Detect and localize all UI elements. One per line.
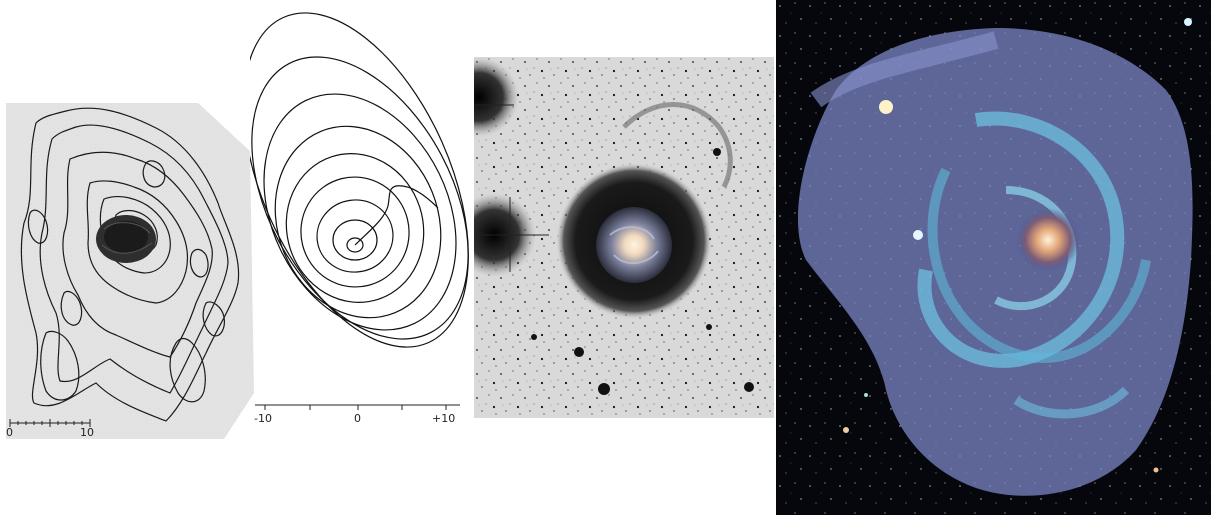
tilted-ring-plot [250, 12, 469, 410]
deep-optical-image-panel [474, 57, 774, 418]
foreground-star [913, 230, 923, 240]
scale-bar [9, 419, 91, 427]
contour-map-plot [6, 103, 254, 439]
bright-star [474, 57, 519, 137]
color-composite-panel [776, 0, 1211, 515]
line-of-nodes [354, 185, 439, 246]
spiral-arm [917, 111, 1125, 368]
deep-optical-image [474, 57, 774, 418]
spiral-arm [927, 167, 1151, 363]
x-tick-label-0: 0 [354, 412, 361, 425]
foreground-star [879, 100, 893, 114]
color-composite-image [776, 0, 1211, 515]
x-tick-label-neg10: -10 [254, 412, 272, 425]
photographic-plate [6, 103, 254, 439]
optical-galaxy-core [96, 215, 156, 263]
galaxy-color-inset [596, 207, 672, 283]
scale-bar-end-label: 10 [80, 426, 94, 439]
stellar-stream [622, 102, 733, 189]
galaxy-core [1016, 208, 1080, 272]
x-axis [255, 404, 460, 410]
x-tick-label-pos10: +10 [432, 412, 456, 425]
hi-disk [797, 28, 1193, 496]
scale-bar-start-label: 0 [6, 426, 13, 439]
tilted-ring-panel: -10 0 +10 [250, 0, 470, 440]
ring-ellipses [250, 12, 469, 348]
contour-map-panel: 0 10 [6, 103, 254, 439]
foreground-star [1184, 18, 1192, 26]
